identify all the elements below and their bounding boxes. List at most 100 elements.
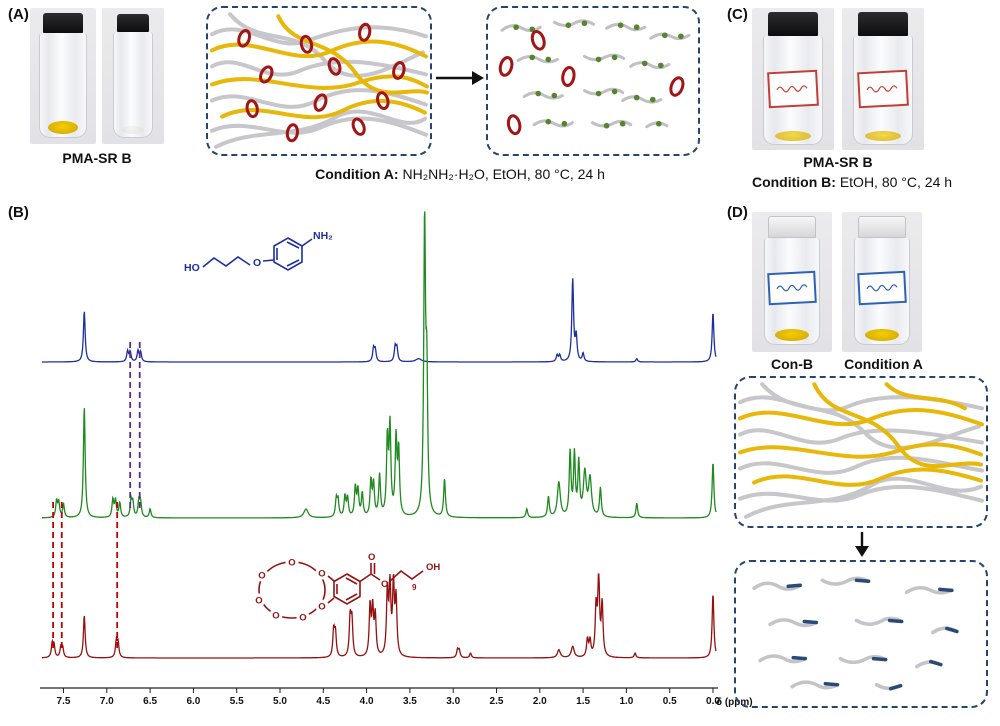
- x-tick-label: 2.0: [533, 696, 547, 707]
- spectrum-middle-green-degraded-network: [42, 211, 717, 519]
- crown-o-backs: [252, 555, 329, 624]
- condition-a-text: NH₂NH₂·H₂O, EtOH, 80 °C, 24 h: [398, 166, 605, 182]
- panel-c-tag: (C): [727, 6, 748, 23]
- x-tick-label: 7.5: [57, 696, 71, 707]
- svg-text:O: O: [299, 613, 306, 624]
- nh2-label: NH₂: [313, 230, 333, 242]
- x-tick-label: 3.5: [403, 696, 417, 707]
- panel-a-vial-caption: PMA-SR B: [62, 150, 132, 166]
- free-chains-box: [734, 560, 988, 708]
- vial-body: [764, 238, 820, 345]
- entangled-network-drawing: [738, 382, 984, 519]
- yellow-residue: [775, 329, 809, 341]
- handwriting-squiggle: [776, 84, 808, 93]
- molecule-crown-ether-ester: O O O O O O O O O 9 OH: [252, 552, 440, 624]
- short-strands: [752, 576, 959, 691]
- svg-text:O: O: [318, 602, 325, 613]
- vial-photo-c2: [842, 8, 924, 150]
- chain-end-tips: [786, 578, 959, 691]
- nmr-spectra: HO O NH₂ O O O O O O: [40, 211, 753, 708]
- x-tick-label: 3.0: [446, 696, 460, 707]
- vial-body: [39, 33, 87, 138]
- spectrum-top-blue-amino-alcohol: [42, 278, 717, 363]
- degraded-fragments-drawing: [498, 19, 691, 136]
- svg-text:O: O: [255, 596, 262, 607]
- blue-vial-label: [767, 270, 817, 306]
- svg-text:O: O: [258, 571, 265, 582]
- panel-d-vial2-caption: Condition A: [844, 356, 923, 372]
- vial-cap: [768, 12, 818, 36]
- residue: [122, 126, 144, 134]
- x-tick-label: 0.5: [663, 696, 677, 707]
- free-crown-rings: [498, 30, 685, 136]
- vial-photo-c1: [752, 8, 834, 150]
- svg-text:O: O: [272, 611, 279, 622]
- yellow-residue: [48, 121, 78, 134]
- gray-strands: [738, 382, 984, 519]
- vial-photo-d2: [842, 212, 922, 352]
- x-tick-label: 4.0: [360, 696, 374, 707]
- molecule-amino-alcohol: HO O NH₂: [184, 230, 333, 274]
- x-tick-label: 0.0: [706, 696, 720, 707]
- handwriting-squiggle: [776, 284, 808, 292]
- handwriting-squiggle: [866, 84, 898, 93]
- x-tick-label: 7.0: [100, 696, 114, 707]
- chain-end-dots: [513, 20, 684, 129]
- repeat-count: 9: [412, 583, 417, 592]
- ester-o-label: O: [381, 579, 388, 590]
- vial-photo-d1: [752, 212, 832, 352]
- down-arrow-icon: [855, 532, 869, 557]
- panel-d-vial1-caption: Con-B: [771, 356, 813, 372]
- vial-body: [763, 36, 823, 145]
- crosslinked-network-drawing: [210, 12, 429, 149]
- vial-photo-a2: [102, 8, 164, 144]
- panel-a-tag: (A): [8, 6, 29, 23]
- svg-text:O: O: [288, 558, 295, 569]
- x-tick-label: 1.5: [576, 696, 590, 707]
- carbonyl-o-label: O: [368, 552, 375, 563]
- degraded-fragments-box: [486, 6, 700, 156]
- condition-b-label: Condition B:: [751, 174, 836, 190]
- vial-body: [113, 32, 153, 138]
- red-vial-label: [767, 69, 819, 108]
- crown-ring-crosslinks: [237, 22, 406, 143]
- vial-cap: [768, 216, 816, 238]
- ether-o-label: O: [253, 257, 261, 269]
- vial-body: [854, 238, 910, 345]
- x-tick-label: 6.0: [186, 696, 200, 707]
- right-arrow-icon: [436, 71, 484, 85]
- crosslinked-network-box: [206, 6, 432, 156]
- free-chains-drawing: [752, 576, 959, 691]
- red-vial-label: [857, 69, 909, 108]
- yellow-strands: [738, 382, 984, 487]
- yellow-residue: [865, 329, 899, 341]
- vial-photo-a1: [30, 8, 96, 144]
- x-tick-label: 5.0: [273, 696, 287, 707]
- x-tick-label: 2.5: [490, 696, 504, 707]
- blue-vial-label: [857, 270, 907, 306]
- crown-o-labels: O O O O O O O: [255, 558, 325, 624]
- x-axis-title: δ (ppm): [716, 697, 753, 708]
- vial-cap: [43, 13, 83, 33]
- condition-b-text: EtOH, 80 °C, 24 h: [835, 174, 953, 190]
- vial-cap: [117, 14, 149, 32]
- panel-d-tag: (D): [727, 204, 748, 221]
- entangled-network-box: [734, 376, 988, 528]
- ho-label: HO: [184, 262, 200, 274]
- vial-cap: [858, 216, 906, 238]
- x-tick-label: 4.5: [316, 696, 330, 707]
- x-tick-label: 6.5: [143, 696, 157, 707]
- spectrum-bottom-red-crown-ether-ester: [42, 573, 717, 659]
- vial-cap: [858, 12, 908, 36]
- short-strands: [500, 19, 691, 129]
- condition-b-caption: Condition B: EtOH, 80 °C, 24 h: [712, 174, 992, 190]
- x-tick-label: 1.0: [619, 696, 633, 707]
- panel-b-tag: (B): [8, 204, 29, 221]
- panel-c-vial-caption: PMA-SR B: [803, 154, 873, 170]
- vial-body: [853, 36, 913, 145]
- yellow-residue: [775, 131, 811, 141]
- x-tick-label: 5.5: [230, 696, 244, 707]
- oh-label: OH: [426, 562, 440, 573]
- handwriting-squiggle: [866, 284, 898, 292]
